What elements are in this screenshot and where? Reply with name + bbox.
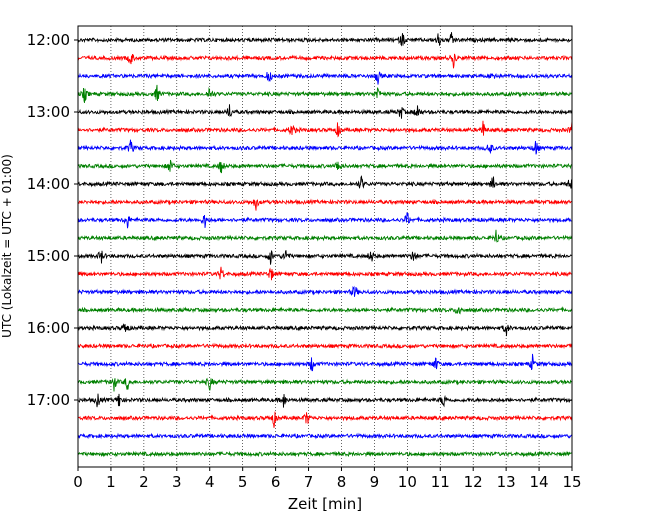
trace-1300 [77,104,573,119]
trace-1715 [77,411,573,428]
trace-1345 [77,159,573,174]
seismic-traces [77,32,573,458]
x-axis-ticks: 0 1 2 3 4 5 6 7 8 9 10 11 12 13 14 15 [73,467,582,491]
trace-1330 [77,139,573,155]
y-tick-label: 15:00 [27,247,70,265]
trace-1545 [77,306,573,315]
trace-1745 [77,450,573,458]
trace-1730 [77,432,573,440]
trace-1215 [77,53,573,69]
x-tick-label: 15 [562,473,581,491]
trace-1230 [77,71,573,85]
y-tick-label: 14:00 [27,175,70,193]
trace-1445 [77,229,573,243]
trace-1515 [77,266,573,281]
y-axis-label: UTC (Lokalzeit = UTC + 01:00) [0,154,14,338]
x-tick-label: 1 [106,473,116,491]
trace-1415 [77,198,573,211]
y-tick-label: 12:00 [27,31,70,49]
x-axis-label: Zeit [min] [288,495,362,513]
x-tick-label: 13 [497,473,516,491]
trace-1530 [77,285,573,297]
trace-1200 [77,32,573,47]
x-tick-label: 12 [464,473,483,491]
trace-1630 [77,353,573,372]
trace-1315 [77,120,573,138]
x-tick-label: 9 [370,473,380,491]
y-tick-label: 17:00 [27,391,70,409]
x-tick-label: 14 [530,473,549,491]
x-tick-label: 0 [73,473,83,491]
x-tick-label: 2 [139,473,149,491]
trace-1615 [77,342,573,350]
trace-1245 [77,84,573,103]
x-tick-label: 8 [337,473,347,491]
y-tick-label: 16:00 [27,319,70,337]
trace-1645 [77,377,573,392]
x-tick-label: 10 [398,473,417,491]
plot-frame [77,25,573,468]
trace-1500 [77,250,573,265]
x-tick-label: 7 [304,473,314,491]
trace-1430 [77,212,573,229]
trace-1400 [77,175,573,189]
y-tick-label: 13:00 [27,103,70,121]
x-tick-label: 4 [205,473,215,491]
x-tick-label: 11 [431,473,450,491]
y-axis-ticks: 12:00 13:00 14:00 15:00 16:00 17:00 [27,31,78,409]
trace-1700 [77,393,573,408]
trace-1600 [77,323,573,337]
x-tick-label: 3 [172,473,182,491]
x-tick-label: 5 [238,473,248,491]
x-tick-label: 6 [271,473,281,491]
